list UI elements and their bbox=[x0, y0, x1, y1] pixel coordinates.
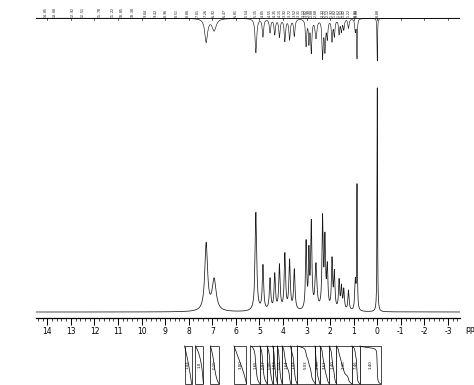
Bar bbox=[277, 346, 282, 383]
Text: 0.97: 0.97 bbox=[262, 360, 265, 369]
Text: 1.42: 1.42 bbox=[342, 8, 346, 17]
Text: 2.36: 2.36 bbox=[315, 360, 319, 369]
Text: 10.38: 10.38 bbox=[131, 7, 135, 17]
Bar bbox=[267, 346, 273, 383]
Text: 3.63: 3.63 bbox=[322, 360, 327, 369]
Text: 11.78: 11.78 bbox=[98, 7, 101, 17]
Text: 9.42: 9.42 bbox=[153, 8, 157, 17]
Bar bbox=[195, 346, 203, 383]
Bar bbox=[260, 346, 267, 383]
Text: 4.85: 4.85 bbox=[261, 8, 265, 17]
Text: 7.46: 7.46 bbox=[354, 360, 358, 369]
Text: 1.04: 1.04 bbox=[186, 360, 190, 369]
Text: 1.65: 1.65 bbox=[253, 360, 257, 369]
Text: 6.01: 6.01 bbox=[234, 8, 237, 17]
Text: 2.22: 2.22 bbox=[323, 8, 327, 17]
Text: 2.80: 2.80 bbox=[310, 8, 313, 17]
Text: 9.84: 9.84 bbox=[143, 8, 147, 17]
Text: 0.00: 0.00 bbox=[375, 8, 379, 17]
Text: 14.05: 14.05 bbox=[44, 7, 48, 17]
Bar bbox=[360, 346, 381, 383]
Text: 3.52: 3.52 bbox=[292, 8, 296, 17]
Bar bbox=[315, 346, 320, 383]
Text: 2.60: 2.60 bbox=[314, 8, 318, 17]
Text: 8.96: 8.96 bbox=[164, 8, 168, 17]
Text: 5.03: 5.03 bbox=[304, 360, 308, 369]
Bar bbox=[297, 346, 315, 383]
Text: 2.12: 2.12 bbox=[325, 8, 329, 17]
Text: 0.93: 0.93 bbox=[354, 8, 357, 17]
Text: 3.72: 3.72 bbox=[288, 8, 292, 17]
Bar bbox=[210, 346, 219, 383]
Text: 12.92: 12.92 bbox=[71, 7, 75, 17]
Text: 13.68: 13.68 bbox=[53, 7, 57, 17]
Text: 0.46: 0.46 bbox=[268, 360, 272, 369]
Text: 1.92: 1.92 bbox=[330, 8, 334, 17]
Text: 1.64: 1.64 bbox=[284, 360, 288, 369]
Text: 2.90: 2.90 bbox=[307, 8, 311, 17]
Text: 2.32: 2.32 bbox=[320, 8, 325, 17]
Bar bbox=[273, 346, 277, 383]
Text: 5.15: 5.15 bbox=[254, 8, 258, 17]
Text: 5.54: 5.54 bbox=[245, 8, 249, 17]
Text: 1.0: 1.0 bbox=[197, 362, 201, 368]
Text: 3.02: 3.02 bbox=[304, 8, 308, 17]
Text: 1.03: 1.03 bbox=[273, 360, 277, 369]
Text: 1.40: 1.40 bbox=[368, 360, 372, 369]
Text: 10.85: 10.85 bbox=[119, 7, 124, 17]
Text: 6.47: 6.47 bbox=[223, 8, 227, 17]
Bar bbox=[234, 346, 246, 383]
Bar bbox=[282, 346, 291, 383]
Text: 0.15: 0.15 bbox=[213, 360, 217, 369]
Text: 6.92: 6.92 bbox=[212, 8, 216, 17]
Text: 3.00: 3.00 bbox=[238, 360, 242, 369]
Bar bbox=[336, 346, 352, 383]
Text: 2.36: 2.36 bbox=[342, 360, 346, 369]
Text: 7.26: 7.26 bbox=[204, 8, 208, 17]
Text: 12.51: 12.51 bbox=[81, 7, 84, 17]
Text: 1.40: 1.40 bbox=[331, 360, 335, 369]
Text: 8.06: 8.06 bbox=[185, 8, 189, 17]
Bar bbox=[250, 346, 260, 383]
Text: 4.15: 4.15 bbox=[277, 8, 282, 17]
Bar bbox=[352, 346, 360, 383]
Text: 11.22: 11.22 bbox=[111, 7, 115, 17]
Bar bbox=[320, 346, 329, 383]
Text: 4.35: 4.35 bbox=[273, 8, 277, 17]
Text: 4.55: 4.55 bbox=[268, 8, 272, 17]
Text: 1.52: 1.52 bbox=[339, 8, 344, 17]
Text: 1.82: 1.82 bbox=[332, 8, 337, 17]
Text: 1.22: 1.22 bbox=[346, 8, 351, 17]
Text: 3.12: 3.12 bbox=[302, 8, 306, 17]
Text: 1.44: 1.44 bbox=[292, 360, 296, 369]
Text: 0.74: 0.74 bbox=[278, 360, 282, 369]
Bar bbox=[291, 346, 297, 383]
Text: 3.31: 3.31 bbox=[297, 8, 301, 17]
Text: 7.61: 7.61 bbox=[196, 8, 200, 17]
Bar bbox=[329, 346, 336, 383]
Text: ppm: ppm bbox=[465, 325, 474, 334]
Text: 0.86: 0.86 bbox=[355, 8, 359, 17]
Text: 3.92: 3.92 bbox=[283, 8, 287, 17]
Bar bbox=[184, 346, 191, 383]
Text: 8.51: 8.51 bbox=[175, 8, 179, 17]
Text: 1.62: 1.62 bbox=[337, 8, 341, 17]
